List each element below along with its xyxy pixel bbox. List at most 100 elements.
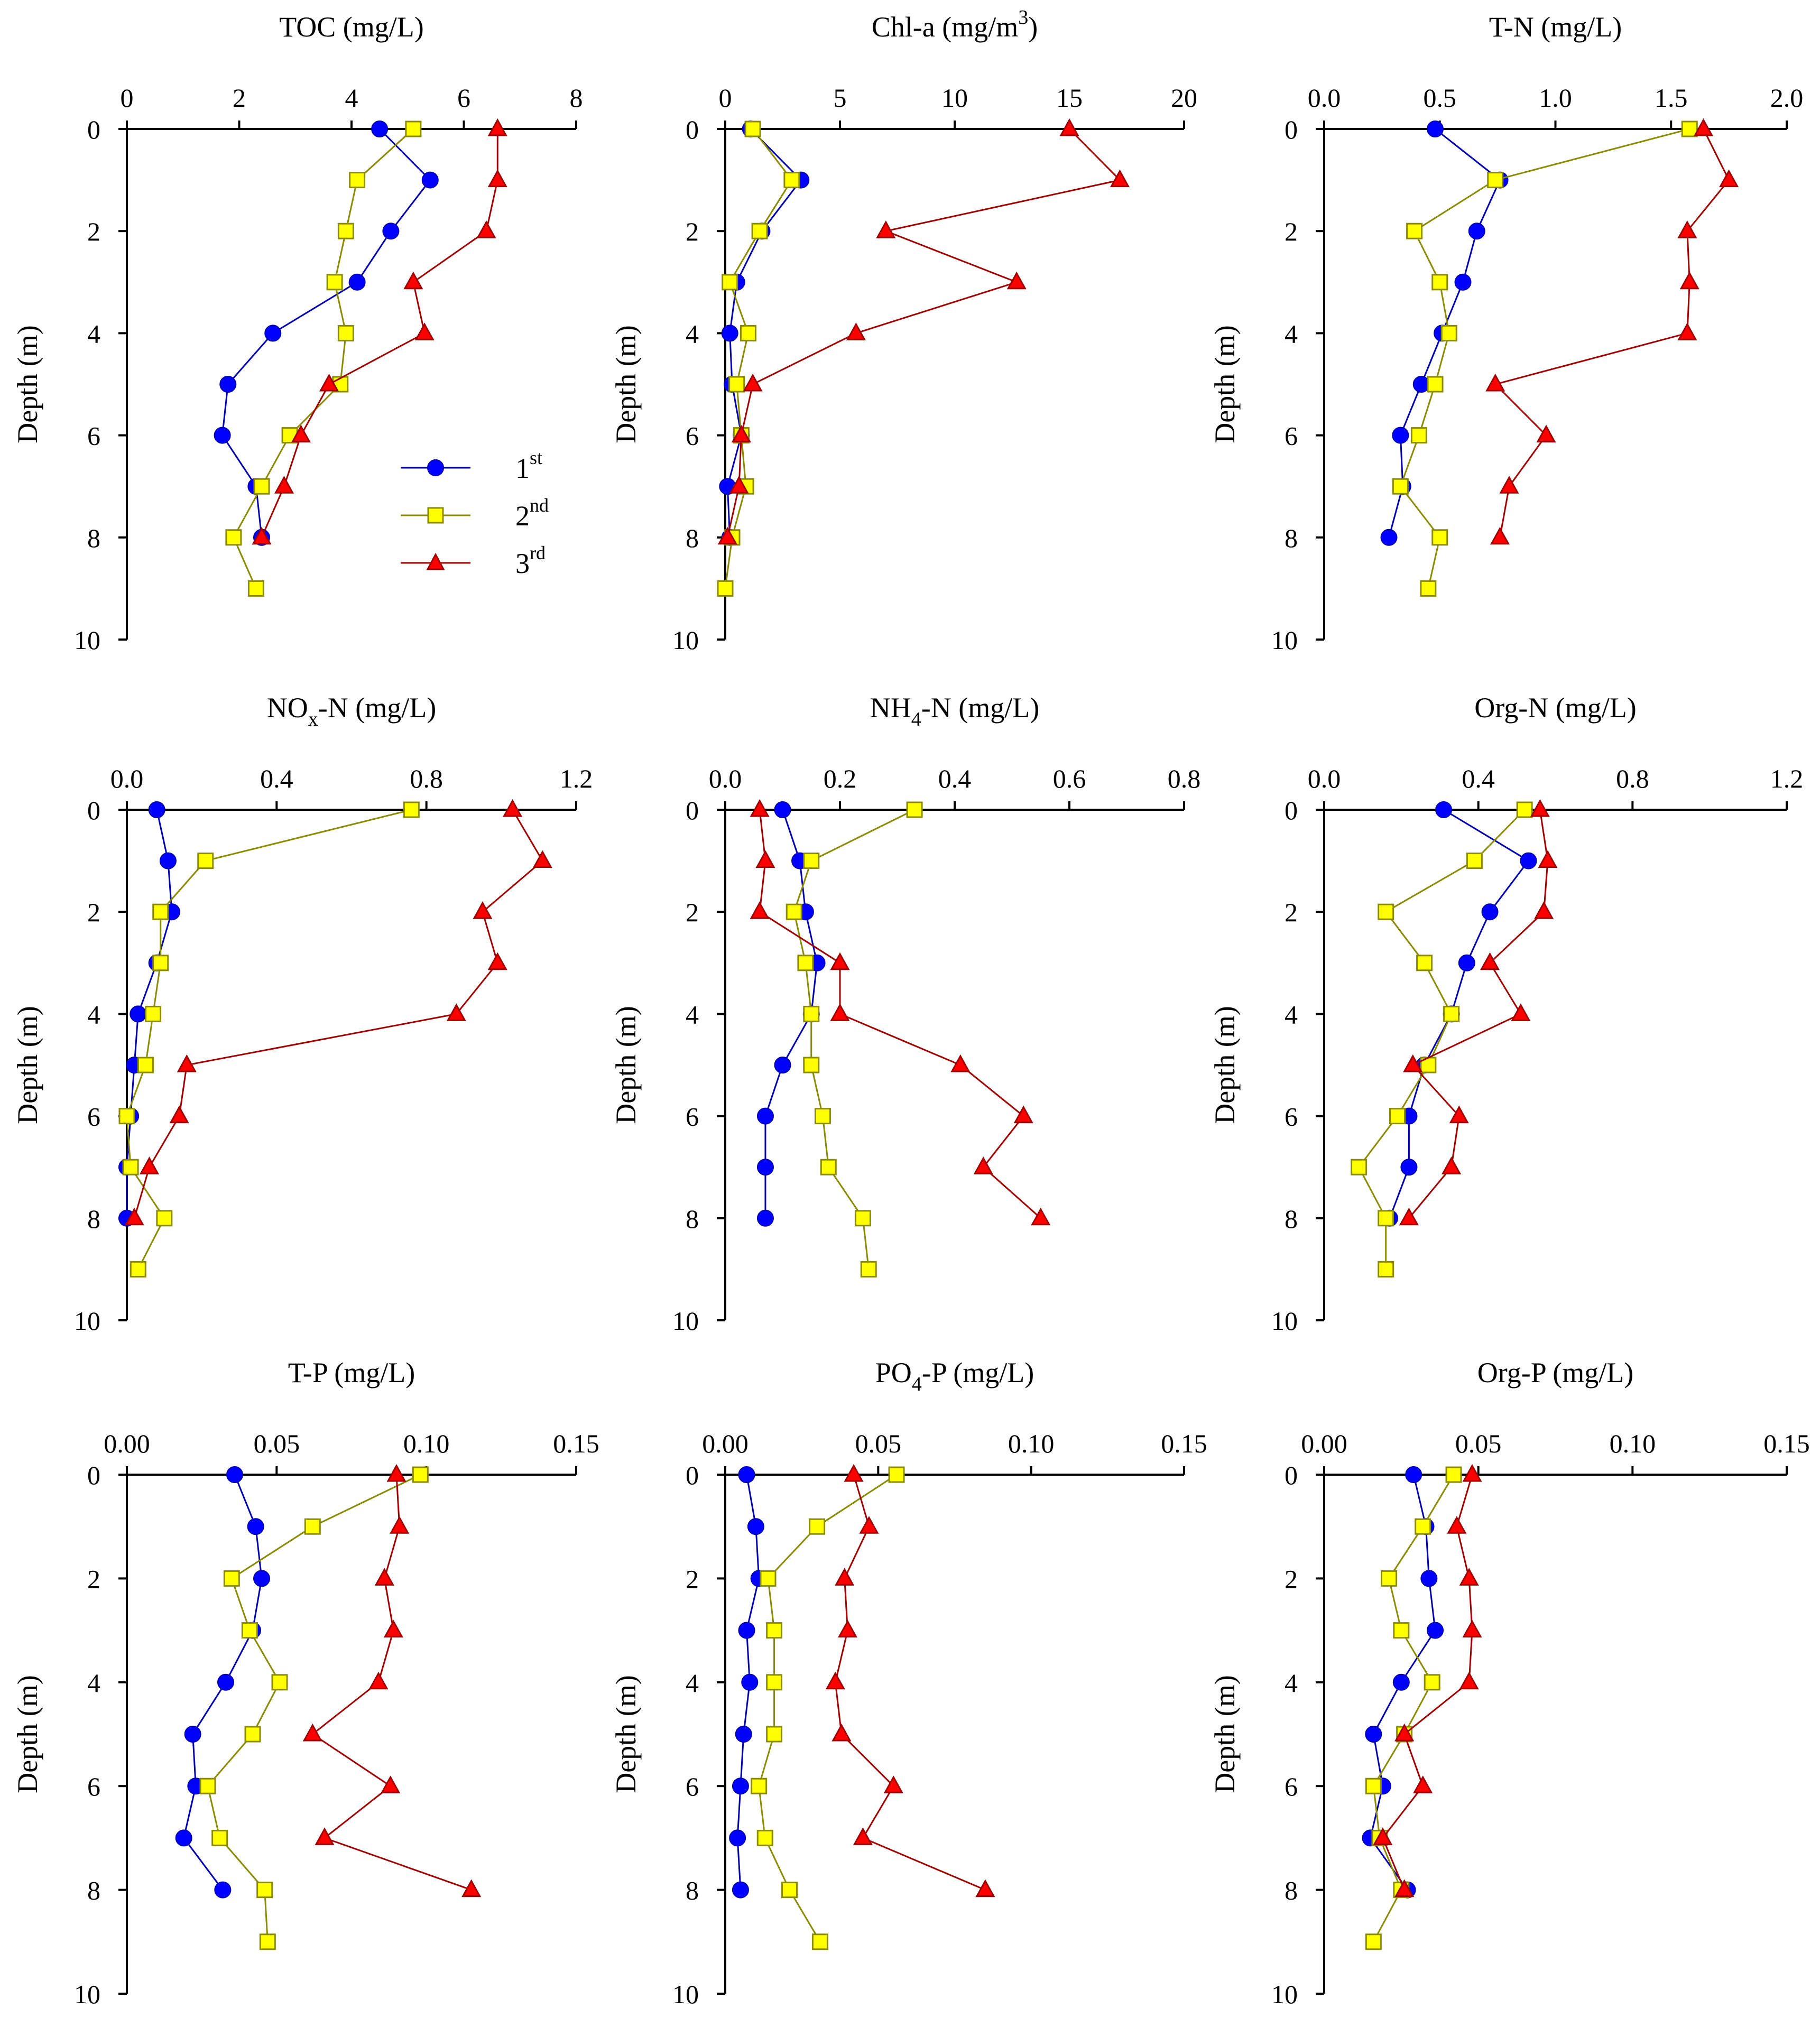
y-tick-label: 4 [87,1668,100,1698]
x-tick-label: 0.05 [855,1429,902,1458]
series-line-3rd [311,1474,472,1891]
data-point-3rd [386,1464,407,1482]
data-point-3rd [390,1516,410,1534]
data-point-3rd [291,424,311,443]
data-point-3rd [1031,1207,1051,1226]
data-point-2nd [152,955,169,971]
data-point-2nd [1420,580,1437,597]
legend-entry-2nd: 2nd [401,495,549,532]
data-point-2nd [211,1829,228,1846]
panel-title-subscript: 4 [911,708,921,730]
panel-title-subscript: 4 [912,1373,922,1395]
data-point-3rd [1693,118,1714,136]
chart-panel-7: T-P (mg/L) 0.00 0.05 0.10 0.15 0 2 4 6 8 10 Depth (… [12,1357,599,2009]
data-point-3rd [1462,1619,1482,1638]
data-point-3rd [473,901,493,919]
data-point-2nd [728,376,745,393]
chart-panel-6: Org-N (mg/L) 0.0 0.4 0.8 1.2 0 2 4 6 8 10 Depth (m) [1209,692,1803,1336]
data-point-3rd [1480,952,1500,970]
data-point-2nd [1392,478,1409,495]
data-point-3rd [717,526,737,545]
data-point-1st [175,1829,192,1847]
panel-title: Org-P (mg/L) [1477,1357,1633,1388]
data-point-1st [184,1726,201,1743]
data-point-1st [774,801,791,818]
data-point-1st [1468,223,1485,240]
data-point-2nd [244,1726,261,1743]
legend-label-3rd: 3rd [515,542,546,579]
data-point-1st [371,121,389,137]
data-point-1st [756,1107,774,1125]
legend-entry-1st: 1st [401,447,542,484]
data-point-3rd [532,850,552,868]
data-point-3rd [403,271,423,290]
series-2nd [786,801,923,1278]
data-point-2nd [332,376,349,393]
data-point-2nd [326,274,343,291]
data-point-1st [219,376,237,393]
series-3rd [252,118,507,545]
series-line-2nd [126,809,412,1270]
data-point-1st [1380,529,1398,546]
data-point-1st [247,1518,264,1535]
legend-entry-3rd: 3rd [401,542,546,579]
data-point-1st [738,1622,755,1639]
x-tick-label: 1.2 [1770,764,1804,793]
y-tick-label: 10 [1271,1306,1298,1336]
data-point-2nd [405,121,422,137]
data-point-1st [1405,1466,1422,1483]
data-point-2nd [1440,325,1457,341]
data-point-2nd [803,1005,820,1022]
data-point-3rd [1399,1207,1419,1226]
data-point-2nd [1431,529,1448,546]
series-line-2nd [724,128,793,589]
data-point-2nd [803,853,820,869]
data-point-2nd [1378,1210,1394,1227]
series-line-2nd [1372,1474,1455,1942]
data-point-2nd [744,121,761,137]
data-point-2nd [809,1518,826,1535]
x-tick-label: 5 [834,83,847,113]
y-tick-label: 6 [87,421,100,451]
series-2nd [1351,801,1533,1278]
panel-title-text-end: -N (mg/L) [921,692,1039,724]
data-point-1st [738,1466,755,1483]
data-point-3rd [487,118,507,136]
data-point-2nd [1378,1261,1394,1278]
y-tick-label: 4 [686,319,699,348]
data-point-2nd [223,1570,240,1587]
x-tick-label: 0.00 [702,1429,749,1458]
panel-title: PO4-P (mg/L) [875,1357,1034,1395]
data-point-2nd [1431,274,1448,291]
data-point-3rd [1677,220,1697,238]
data-point-3rd [414,322,435,340]
data-point-3rd [750,901,770,919]
series-line-3rd [834,1474,986,1891]
series-2nd [199,1466,429,1950]
y-tick-label: 2 [686,217,699,246]
data-point-1st [735,1726,752,1743]
y-tick-label: 2 [686,1564,699,1594]
y-tick-label: 4 [686,1668,699,1698]
data-point-2nd [259,1933,276,1950]
data-point-2nd [751,1778,768,1794]
data-point-2nd [766,1726,783,1743]
series-3rd [750,799,1051,1226]
series-line-2nd [207,1474,421,1942]
y-tick-label: 2 [87,217,100,246]
series-1st [214,121,439,546]
x-tick-label: 0.8 [1616,764,1649,793]
data-point-3rd [835,1568,855,1586]
y-tick-label: 0 [87,1460,100,1490]
legend-marker-3rd [426,552,445,570]
data-point-2nd [786,903,802,920]
data-point-1st [1420,1570,1438,1587]
panel-title-subscript: x [308,708,318,730]
data-point-3rd [252,526,272,545]
x-tick-label: 15 [1056,83,1083,113]
data-point-2nd [1427,376,1444,393]
data-point-3rd [729,476,749,494]
series-line-2nd [233,128,414,589]
data-point-1st [721,325,738,342]
panel-title-text-end: ) [1028,11,1038,43]
